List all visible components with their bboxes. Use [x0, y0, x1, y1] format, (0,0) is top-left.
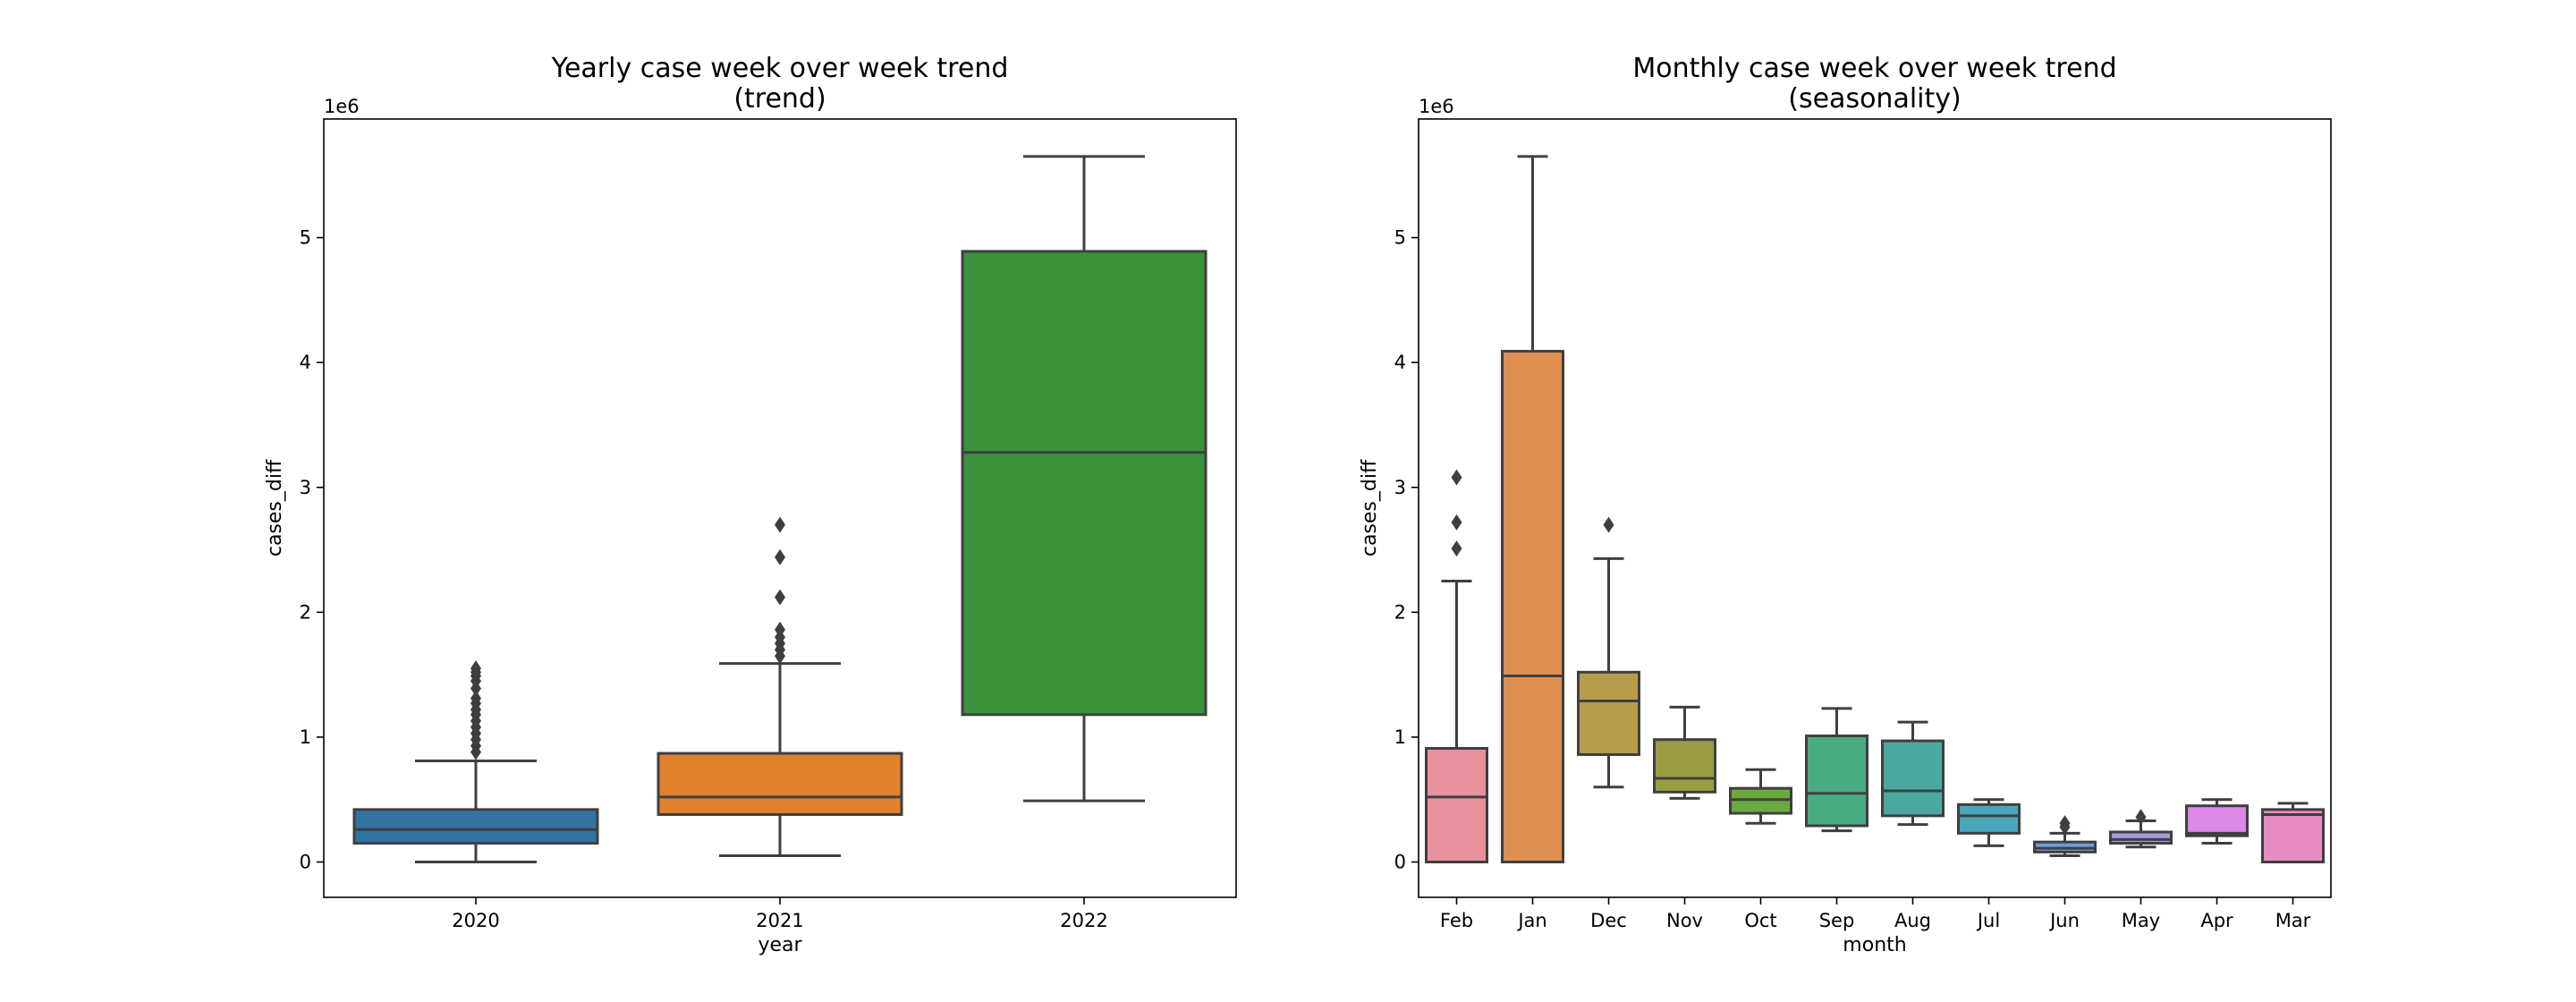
- x-tick-label: Jul: [1976, 910, 2000, 931]
- chart-title: Monthly case week over week trend: [1632, 53, 2116, 84]
- y-tick-label: 3: [1394, 477, 1406, 498]
- y-axis-label: cases_diff: [264, 459, 286, 556]
- x-tick-label: May: [2122, 910, 2160, 931]
- chart-subtitle: (seasonality): [1788, 83, 1961, 115]
- box-May: [2109, 809, 2173, 849]
- box-body: [352, 808, 599, 845]
- x-tick-label: Aug: [1894, 910, 1931, 931]
- box-body: [1501, 350, 1564, 863]
- x-tick-label: Nov: [1666, 910, 1703, 931]
- chart-subtitle: (trend): [733, 83, 826, 115]
- box-Dec: [1577, 516, 1640, 789]
- outlier-point: [1451, 540, 1462, 557]
- box-body: [1805, 735, 1868, 828]
- box-body: [1425, 746, 1488, 863]
- box-body: [1881, 739, 1945, 818]
- box-body: [2185, 804, 2249, 837]
- box-body: [657, 752, 903, 816]
- chart-title: Yearly case week over week trend: [551, 53, 1009, 84]
- box-Jan: [1501, 155, 1564, 863]
- y-offset-label: 1e6: [324, 96, 360, 117]
- x-axis-label: year: [758, 934, 802, 956]
- box-body: [1957, 802, 2021, 835]
- outlier-point: [2059, 815, 2071, 832]
- box-Nov: [1653, 705, 1716, 800]
- outlier-point: [775, 516, 785, 533]
- box-body: [1653, 738, 1716, 794]
- y-tick-label: 1: [1394, 726, 1406, 748]
- x-tick-label: Sep: [1819, 910, 1855, 931]
- outlier-point: [775, 589, 785, 606]
- box-2020: [352, 660, 599, 863]
- box-Jun: [2033, 815, 2097, 858]
- y-offset-label: 1e6: [1419, 96, 1454, 117]
- box-body: [2261, 808, 2325, 863]
- outlier-point: [2135, 809, 2147, 826]
- y-tick-label: 5: [1394, 227, 1406, 249]
- y-tick-label: 5: [300, 227, 311, 249]
- box-body: [2109, 830, 2173, 845]
- outlier-point: [775, 621, 785, 638]
- box-Jul: [1957, 798, 2021, 847]
- box-body: [961, 250, 1208, 717]
- box-Mar: [2261, 802, 2325, 863]
- x-tick-label: 2022: [1060, 910, 1107, 931]
- x-tick-label: Feb: [1440, 910, 1473, 931]
- y-tick-label: 2: [1394, 601, 1406, 623]
- outlier-point: [470, 690, 481, 707]
- outlier-point: [775, 548, 785, 565]
- plot-frame: [1418, 118, 2332, 898]
- box-Sep: [1805, 707, 1868, 833]
- x-tick-label: 2020: [452, 910, 499, 931]
- box-body: [1577, 670, 1640, 756]
- box-2021: [657, 516, 903, 858]
- chart-panel-1: Yearly case week over week trend(trend) 0…: [264, 53, 1237, 956]
- outlier-point: [1451, 514, 1462, 531]
- x-tick-label: Apr: [2200, 910, 2233, 931]
- x-tick-label: 2021: [756, 910, 803, 931]
- y-tick-label: 4: [300, 352, 311, 373]
- y-tick-label: 2: [300, 601, 311, 623]
- outlier-point: [1603, 516, 1614, 533]
- outlier-point: [1451, 469, 1462, 486]
- box-Apr: [2185, 798, 2249, 845]
- x-tick-label: Oct: [1744, 910, 1776, 931]
- x-tick-label: Jan: [1516, 910, 1546, 931]
- box-Oct: [1729, 768, 1792, 825]
- y-axis-label: cases_diff: [1359, 459, 1381, 556]
- x-tick-label: Jun: [2048, 910, 2080, 931]
- y-tick-label: 0: [300, 851, 311, 872]
- box-Aug: [1881, 720, 1945, 827]
- box-2022: [961, 155, 1208, 802]
- x-axis-label: month: [1843, 934, 1906, 956]
- chart-panel-2: Monthly case week over week trend(season…: [1359, 53, 2332, 956]
- y-tick-label: 1: [300, 726, 311, 748]
- y-tick-label: 3: [300, 477, 311, 498]
- x-tick-label: Mar: [2275, 910, 2311, 931]
- x-tick-label: Dec: [1590, 910, 1627, 931]
- y-tick-label: 4: [1394, 352, 1406, 373]
- y-tick-label: 0: [1394, 851, 1406, 872]
- box-Feb: [1425, 469, 1488, 863]
- outlier-point: [470, 660, 481, 677]
